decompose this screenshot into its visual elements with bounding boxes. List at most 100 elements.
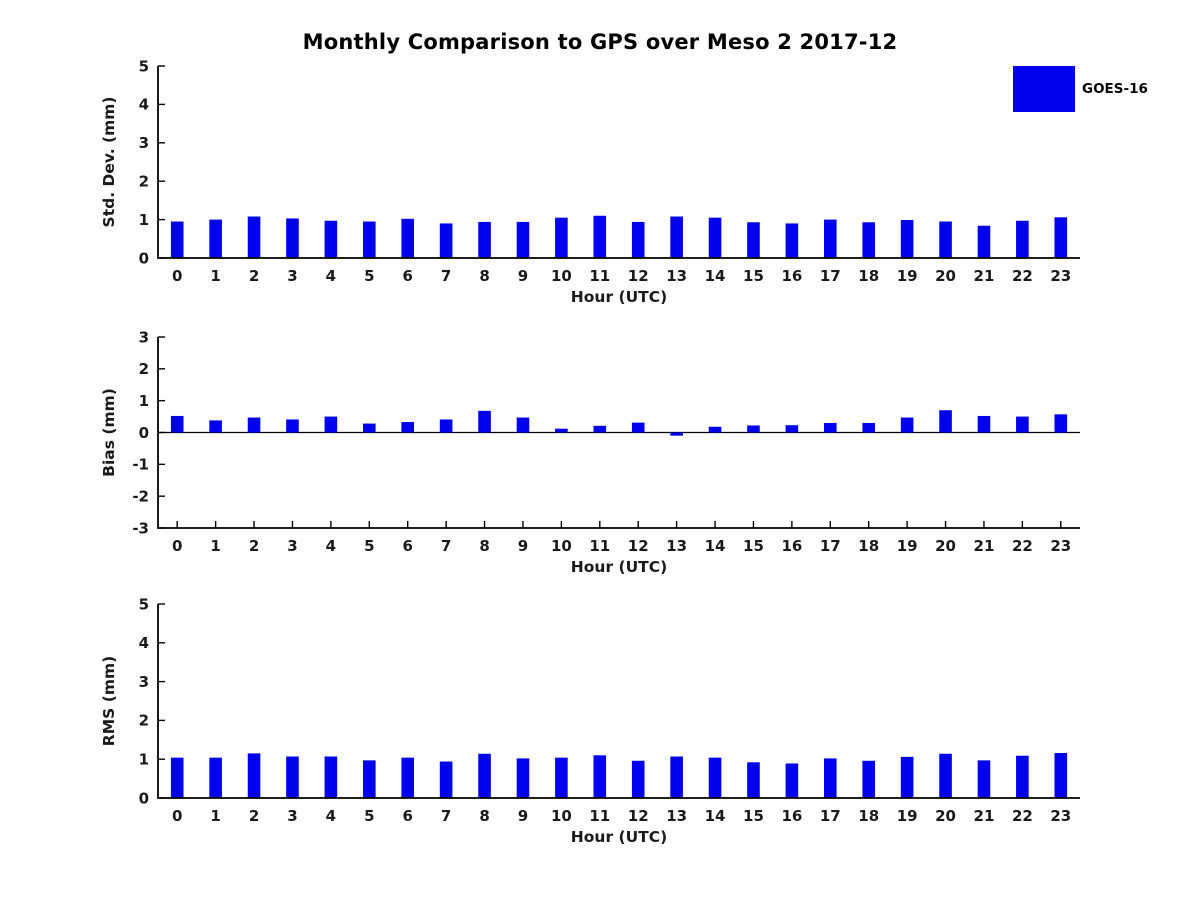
x-tick-label: 19 [897,537,918,555]
bar-hour-11 [593,425,607,433]
x-tick-label: 8 [479,537,489,555]
bar-hour-19 [900,417,914,433]
x-tick-label: 13 [666,537,687,555]
x-tick-label: 22 [1012,267,1033,285]
bar-hour-10 [555,428,568,433]
y-tick-label: 3 [139,673,149,691]
x-tick-label: 14 [705,267,726,285]
bar-hour-9 [516,417,530,433]
bar-hour-20 [939,410,952,433]
bar-hour-11 [593,755,607,798]
y-tick-label: 3 [139,328,149,346]
y-tick-label: 4 [139,96,149,114]
bar-hour-3 [286,218,299,258]
bar-hour-5 [362,423,376,433]
y-tick-label: 1 [139,750,149,768]
bar-hour-16 [785,763,799,798]
bar-hour-6 [401,757,415,798]
bar-hour-0 [170,757,184,798]
bar-hour-9 [516,221,530,258]
x-tick-label: 10 [551,537,572,555]
x-tick-label: 23 [1050,807,1071,825]
x-tick-label: 22 [1012,807,1033,825]
bar-hour-11 [593,215,607,258]
bar-hour-12 [631,422,645,433]
bar-hour-4 [324,220,338,258]
bar-hour-12 [631,221,645,258]
bar-hour-21 [977,415,991,433]
legend: GOES-16 [1013,66,1148,112]
bar-hour-1 [209,219,222,258]
bar-hour-9 [516,758,530,798]
x-tick-label: 3 [287,267,297,285]
x-tick-label: 13 [666,807,687,825]
bar-hour-16 [785,425,799,433]
bar-hour-17 [823,219,837,258]
x-tick-label: 6 [402,267,412,285]
x-tick-label: 23 [1050,537,1071,555]
bar-hour-2 [247,417,261,433]
y-tick-label: 0 [139,789,149,807]
bar-hour-22 [1016,220,1029,258]
bar-hour-0 [170,221,184,258]
x-tick-label: 21 [974,267,995,285]
x-tick-label: 17 [820,267,841,285]
x-tick-label: 22 [1012,537,1033,555]
x-tick-label: 5 [364,807,374,825]
x-axis-label: Hour (UTC) [571,288,667,306]
bar-hour-15 [747,222,760,258]
x-tick-label: 4 [326,537,336,555]
bar-hour-4 [324,416,338,433]
x-tick-label: 12 [628,267,649,285]
x-tick-label: 1 [210,807,220,825]
y-tick-label: -1 [132,456,149,474]
y-tick-label: 2 [139,172,149,190]
y-tick-label: -2 [132,487,149,505]
x-tick-label: 4 [326,807,336,825]
x-tick-label: 15 [743,267,764,285]
bar-hour-5 [362,760,376,798]
x-tick-label: 13 [666,267,687,285]
bar-hour-14 [708,426,722,433]
x-tick-label: 7 [441,537,451,555]
bar-hour-23 [1054,414,1068,433]
x-tick-label: 8 [479,807,489,825]
y-tick-label: 2 [139,360,149,378]
bar-hour-18 [862,222,876,258]
x-tick-label: 2 [249,807,259,825]
bar-hour-5 [362,221,376,258]
x-axis-label: Hour (UTC) [571,828,667,846]
x-tick-label: 3 [287,807,297,825]
x-tick-label: 2 [249,537,259,555]
bar-hour-1 [209,757,222,798]
x-tick-label: 5 [364,537,374,555]
bar-hour-13 [670,432,683,436]
x-tick-label: 16 [781,537,802,555]
y-tick-label: 1 [139,392,149,410]
x-tick-label: 10 [551,807,572,825]
bar-hour-20 [939,221,952,258]
bar-hour-7 [439,223,453,258]
x-tick-label: 12 [628,537,649,555]
bar-hour-6 [401,421,415,433]
y-tick-label: 1 [139,211,149,229]
x-tick-label: 7 [441,807,451,825]
bar-hour-7 [439,761,453,798]
x-tick-label: 11 [589,267,610,285]
y-tick-label: 2 [139,712,149,730]
y-tick-label: 0 [139,424,149,442]
bar-hour-20 [939,753,952,798]
x-tick-label: 2 [249,267,259,285]
x-tick-label: 4 [326,267,336,285]
bar-hour-12 [631,760,645,798]
legend-label: GOES-16 [1082,81,1148,97]
y-axis-label: RMS (mm) [100,656,118,746]
x-tick-label: 14 [705,537,726,555]
bar-hour-19 [900,219,914,258]
bar-hour-18 [862,422,876,433]
y-tick-label: 5 [139,595,149,613]
x-tick-label: 20 [935,267,956,285]
